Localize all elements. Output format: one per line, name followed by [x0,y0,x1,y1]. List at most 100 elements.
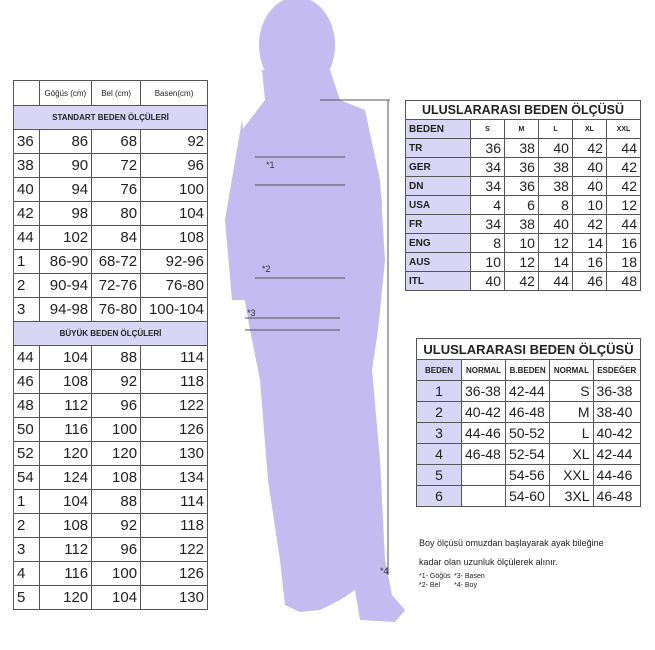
marker-height: *4 [380,566,389,576]
table-cell: 2 [416,401,462,423]
table-row: FR 34 38 40 42 44 [405,214,642,234]
table-cell: 80 [91,201,142,226]
table-cell: 3 [13,297,40,322]
table-cell: 96 [91,393,142,418]
table-cell: 4 [416,443,462,465]
table-cell: 12 [503,252,539,272]
table-cell: 50-52 [505,422,551,444]
table-cell: 10 [470,252,505,272]
table-cell: 72-76 [91,273,142,298]
section-title: BÜYÜK BEDEN ÖLÇÜLERİ [13,321,208,346]
table-row: 42 98 80 104 [13,201,208,226]
table-cell: 46-48 [505,401,551,423]
table-cell: 86-90 [38,249,93,274]
table-cell: 34 [470,157,505,177]
table-cell: 98 [38,201,93,226]
table-cell: 42-44 [505,380,551,402]
table-cell: XXL [549,464,594,486]
table-cell: 44 [537,271,573,291]
table-cell: 108 [91,465,142,490]
table-cell: 38 [503,214,539,234]
table-row: 3 94-98 76-80 100-104 [13,297,208,322]
table-row: 44 104 88 114 [13,345,208,370]
table-cell: 12 [605,195,642,215]
table-cell: 42 [605,176,642,196]
table-cell: 1 [416,380,462,402]
table-cell: 54-60 [505,485,551,507]
table-row: 50 116 100 126 [13,417,208,442]
table-cell: 112 [38,393,93,418]
legend-item: *3- Basen [454,573,485,580]
column-header: ESDEĞER [592,359,642,381]
table-cell: 100 [91,561,142,586]
table-cell: 50 [13,417,40,442]
international-size-equivalence-table: ULUSLARARASI BEDEN ÖLÇÜSÜ BEDEN NORMAL B.BE… [416,338,642,507]
table-cell: 2 [13,513,40,538]
table-cell: 134 [140,465,208,490]
table-cell: 12 [537,233,573,253]
table-cell: 122 [140,537,208,562]
column-header: BEDEN [416,359,462,381]
table-cell: 104 [140,201,208,226]
table-cell: ITL [405,271,471,291]
table-cell: 118 [140,369,208,394]
table-cell: 102 [38,225,93,250]
table-row: 44 102 84 108 [13,225,208,250]
table-cell: 124 [38,465,93,490]
international-size-table: ULUSLARARASI BEDEN ÖLÇÜSÜ BEDEN S M L XL XXL TR… [405,100,642,291]
table-cell: 38 [503,138,539,158]
table-cell: 54-56 [505,464,551,486]
table-cell: 116 [38,417,93,442]
table-cell: 42-44 [592,443,642,465]
column-header: M [503,119,539,139]
table-cell: ENG [405,233,471,253]
table-cell: 3 [13,537,40,562]
table-cell: 36-38 [460,380,507,402]
table-row: 2 108 92 118 [13,513,208,538]
table-row: 4 116 100 126 [13,561,208,586]
table-row: 46 108 92 118 [13,369,208,394]
table-cell: 3XL [549,485,594,507]
column-header: L [537,119,573,139]
table-cell: 90-94 [38,273,93,298]
header-row: Göğüs (cm) Bel (cm) Basen(cm) [13,80,208,106]
table-cell: 44 [13,345,40,370]
table-cell: 92 [91,513,142,538]
table-row: GER 34 36 38 40 42 [405,157,642,177]
column-header: B.BEDEN [505,359,551,381]
table-cell: L [549,422,594,444]
table-title: ULUSLARARASI BEDEN ÖLÇÜSÜ [405,100,641,120]
table-cell: S [549,380,594,402]
table-cell: 42 [571,214,607,234]
table-cell: 104 [38,489,93,514]
table-cell: 46-48 [592,485,642,507]
table-cell: 120 [38,441,93,466]
table-cell: 44 [605,214,642,234]
table-cell: 96 [91,537,142,562]
table-cell: 1 [13,249,40,274]
table-cell: 76-80 [91,297,142,322]
table-cell: 94 [38,177,93,202]
section-title: STANDART BEDEN ÖLÇÜLERİ [13,105,208,130]
table-row: 5 120 104 130 [13,585,208,610]
table-cell: 5 [13,585,40,610]
table-cell: 34 [470,176,505,196]
table-cell: 100 [140,177,208,202]
table-cell: 38 [13,153,40,178]
table-row: 52 120 120 130 [13,441,208,466]
table-cell: 76 [91,177,142,202]
table-cell: 34 [470,214,505,234]
table-row: 1 104 88 114 [13,489,208,514]
column-header: XXL [605,119,642,139]
table-cell: 108 [38,513,93,538]
table-row: 36 86 68 92 [13,129,208,154]
column-header: S [470,119,505,139]
table-row: 48 112 96 122 [13,393,208,418]
table-cell: M [549,401,594,423]
table-cell: 40 [13,177,40,202]
table-cell: 36 [503,176,539,196]
table-cell: 94-98 [38,297,93,322]
marker-hip: *3 [247,308,256,318]
